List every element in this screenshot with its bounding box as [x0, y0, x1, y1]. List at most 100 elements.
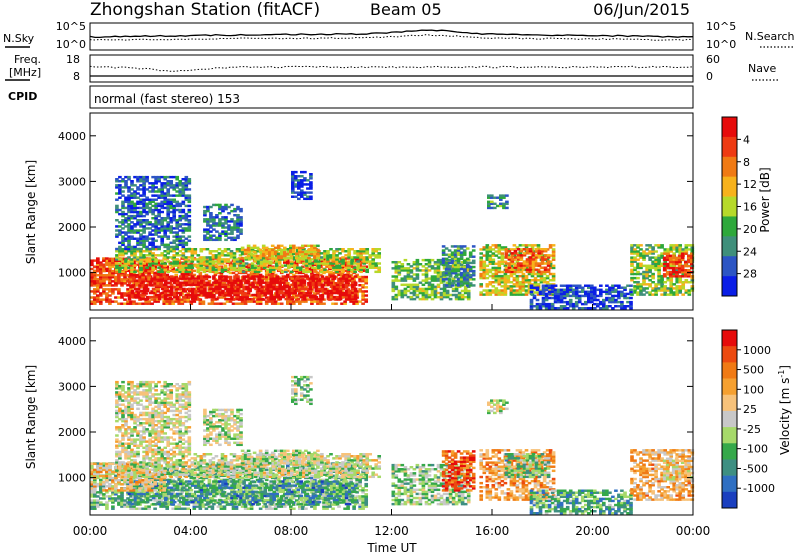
heatmap-cell [365, 250, 370, 253]
heatmap-cell [462, 259, 467, 263]
heatmap-cell [130, 227, 134, 230]
heatmap-cell [465, 271, 470, 275]
heatmap-cell [156, 259, 160, 262]
heatmap-cell [163, 235, 168, 238]
heatmap-cell [509, 248, 514, 251]
heatmap-cell [611, 307, 615, 310]
heatmap-cell [314, 287, 319, 291]
heatmap-cell [120, 261, 124, 265]
heatmap-cell [546, 262, 551, 265]
heatmap-cell [309, 177, 313, 180]
heatmap-cell [427, 269, 432, 272]
heatmap-cell [528, 260, 533, 263]
heatmap-cell [302, 283, 307, 287]
heatmap-cell [296, 248, 300, 251]
heatmap-cell [290, 264, 294, 267]
heatmap-cell [409, 275, 414, 278]
heatmap-cell [96, 261, 100, 265]
heatmap-cell [347, 248, 351, 251]
heatmap-cell [233, 289, 237, 293]
nsearch-label: N.Search [745, 30, 795, 43]
heatmap-cell [214, 270, 219, 274]
heatmap-cell [249, 246, 254, 250]
heatmap-cell [454, 258, 459, 262]
nsky-tick-bottom: 10^0 [56, 38, 86, 51]
heatmap-cell [521, 289, 526, 292]
heatmap-cell [240, 248, 245, 252]
heatmap-cell [151, 295, 156, 299]
heatmap-cell [518, 252, 523, 255]
nave-tick-bottom: 0 [706, 70, 713, 83]
heatmap-cell [130, 293, 135, 297]
heatmap-cell [439, 279, 444, 282]
heatmap-cell [344, 283, 349, 287]
heatmap-cell [488, 254, 493, 257]
heatmap-cell [320, 287, 325, 291]
heatmap-cell [306, 183, 310, 186]
heatmap-cell [243, 300, 248, 303]
heatmap-cell [364, 290, 369, 293]
heatmap-cell [322, 302, 326, 305]
heatmap-cell [151, 223, 155, 226]
heatmap-cell [130, 262, 134, 265]
heatmap-cell [611, 290, 615, 294]
heatmap-cell [556, 296, 561, 300]
heatmap-cell [258, 267, 263, 271]
heatmap-cell [105, 296, 109, 299]
heatmap-cell [338, 268, 342, 271]
heatmap-cell [571, 302, 576, 306]
heatmap-cell [163, 262, 168, 265]
heatmap-cell [602, 290, 606, 294]
heatmap-cell [326, 260, 330, 263]
heatmap-cell [356, 260, 360, 263]
heatmap-cell [335, 266, 339, 269]
heatmap-cell [118, 245, 122, 249]
heatmap-cell [574, 290, 579, 294]
heatmap-cell [191, 295, 195, 299]
heatmap-cell [169, 277, 174, 280]
heatmap-cell [291, 175, 295, 178]
heatmap-cell [529, 286, 534, 289]
heatmap-cell [187, 250, 192, 253]
heatmap-cell [397, 271, 402, 274]
heatmap-cell [187, 180, 192, 183]
heatmap-cell [490, 194, 494, 197]
heatmap-cell [509, 291, 514, 294]
heatmap-cell [531, 264, 536, 267]
heatmap-cell [500, 285, 505, 288]
heatmap-cell [311, 266, 315, 269]
heatmap-cell [184, 270, 189, 274]
heatmap-cell [139, 219, 143, 222]
heatmap-cell [323, 281, 328, 284]
heatmap-cell [157, 295, 162, 299]
heatmap-cell [365, 252, 370, 255]
heatmap-cell [291, 179, 295, 182]
heatmap-cell [93, 302, 97, 305]
heatmap-cell [277, 258, 282, 261]
heatmap-cell [292, 273, 296, 277]
heatmap-cell [265, 260, 270, 263]
heatmap-cell [317, 279, 322, 282]
heatmap-cell [290, 277, 295, 280]
heatmap-cell [129, 274, 133, 277]
heatmap-cell [114, 279, 118, 283]
heatmap-cell [397, 269, 402, 272]
heatmap-cell [177, 302, 182, 305]
heatmap-cell [188, 277, 192, 280]
heatmap-cell [242, 275, 246, 278]
heatmap-cell [273, 252, 278, 256]
heatmap-cell [108, 265, 112, 268]
heatmap-cell [274, 256, 279, 259]
heatmap-cell [175, 182, 180, 185]
heatmap-cell [142, 192, 146, 195]
heatmap-cell [115, 184, 119, 187]
heatmap-cell [218, 205, 222, 209]
heatmap-cell [177, 261, 182, 264]
heatmap-cell [130, 204, 134, 208]
heatmap-cell [115, 256, 119, 259]
heatmap-cell [515, 260, 520, 263]
heatmap-cell [409, 271, 414, 274]
heatmap-cell [182, 275, 186, 278]
heatmap-cell [217, 258, 222, 261]
heatmap-cell [320, 297, 325, 301]
